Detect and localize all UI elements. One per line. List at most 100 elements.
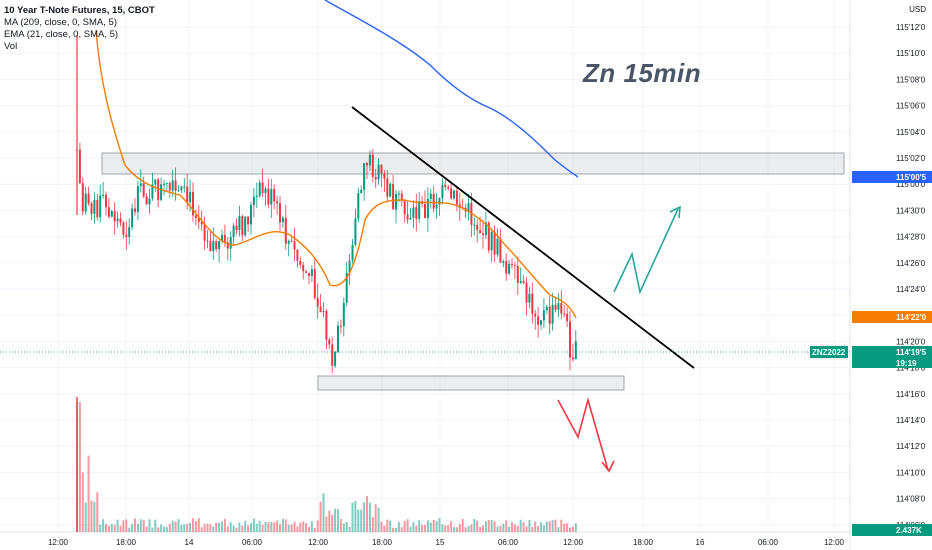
volume-bar [174,521,177,532]
candle-body [134,208,136,212]
price-axis[interactable]: 115'12'0 115'10'0 115'08'0 115'06'0 115'04'0… [896,23,926,530]
y-tick-label: 115'04'0 [896,128,926,137]
candle-body [168,182,171,191]
volume-bar [128,527,131,532]
candle-body [264,188,267,194]
volume-bar [293,521,296,532]
x-tick-label: 14 [185,538,194,547]
volume-bar [151,527,154,532]
volume-bar [197,518,200,532]
volume-bar [470,524,473,532]
volume-bar [157,527,160,532]
candle-body [203,224,206,241]
price-zones[interactable] [101,152,845,391]
candle-body [571,357,574,360]
candle-body [165,182,168,184]
volume-bar [424,524,426,532]
volume-bar [511,522,513,532]
candle-body [435,204,438,209]
volume-bar [441,524,444,532]
candle-body [281,217,284,223]
candle-body [426,198,429,219]
volume-bar [125,519,128,532]
volume-bar [255,523,258,532]
candle-body [348,260,351,273]
volume-bar [226,526,229,532]
volume-bar [516,525,519,532]
candle-body [354,218,357,245]
volume-bar [551,520,554,532]
volume-bar [145,526,148,532]
trend-drawings[interactable] [351,106,695,473]
legend-title: 10 Year T-Note Futures, 15, CBOT [4,5,155,16]
candle-body [215,241,218,250]
candle-body [395,194,397,210]
volume-bar [534,521,537,532]
candle-body [105,194,107,208]
candle-body [569,321,571,358]
candle-body [499,238,502,263]
volume-bar [380,521,383,532]
volume-bar [331,514,334,532]
candle-body [522,281,525,283]
candle-body [363,163,366,190]
time-axis[interactable]: 12:00 18:00 14 06:00 12:00 18:00 15 06:00 12:00 1… [48,538,845,547]
volume-bar [397,521,400,532]
candle-body [131,208,134,228]
trend-line [351,106,695,369]
candle-body [93,199,96,214]
volume-bar [139,519,142,532]
volume-bar [360,509,363,532]
y-tick-label: 114'18'0 [896,364,926,373]
candle-body [441,185,444,199]
ema-line [95,29,577,319]
chart-legend: 10 Year T-Note Futures, 15, CBOT MA (209… [4,5,155,53]
candle-body [284,217,287,244]
volume-bar [377,507,380,532]
volume-bar [168,523,171,532]
volume-bar [484,521,487,532]
candle-body [334,351,337,366]
volume-bar [487,520,490,532]
volume-bar [476,520,479,532]
x-tick-label: 12:00 [48,538,69,547]
volume-bar [337,509,339,532]
candle-body [429,193,432,199]
candle-body [557,303,560,310]
volume-bar [116,519,119,532]
candle-body [84,193,87,212]
volume-bar [90,500,93,532]
bullish-arrow [613,208,679,295]
candle-body [128,227,131,238]
volume-bar [412,522,415,532]
volume-bar [522,522,525,532]
volume-bar [96,492,99,532]
volume-bar [316,520,319,532]
y-tick-label: 115'08'0 [896,75,926,84]
candles [76,35,577,374]
candle-body [357,193,360,219]
candle-body [322,311,325,313]
candle-body [554,304,557,310]
volume-bar [276,520,279,532]
volume-bar [223,518,226,532]
candle-body [374,176,377,180]
symbol-tag: ZNZ2022 [812,348,846,357]
volume-bar [345,521,348,532]
candle-body [542,310,545,321]
candle-body [296,249,299,261]
candle-body [453,190,455,199]
y-tick-label: 114'24'0 [896,285,926,294]
volume-bar [458,523,461,532]
candle-body [551,304,554,324]
candle-body [308,272,310,276]
volume-bar [99,524,102,532]
volume-bar [241,525,244,532]
candle-body [534,313,537,317]
candle-body [229,237,232,249]
volume-bar [400,527,403,532]
price-label-bg [852,357,932,368]
volume-bar [444,525,447,532]
candle-body [574,341,577,360]
